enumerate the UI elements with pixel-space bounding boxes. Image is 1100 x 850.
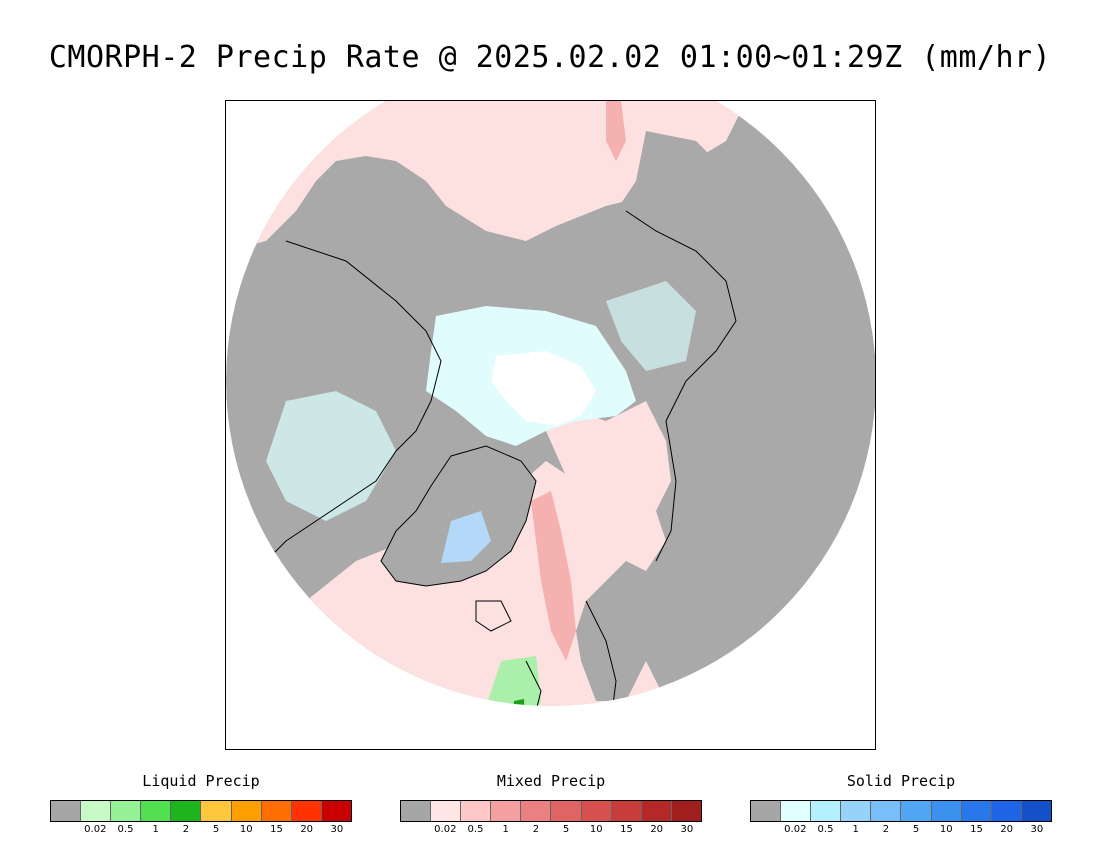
- legend-tick-label: 0.02: [84, 824, 107, 835]
- legend-tick-label: 20: [300, 824, 314, 835]
- pole-white-region: [491, 351, 596, 426]
- mixed-precip-moderate-streak-2: [606, 101, 626, 161]
- legend-swatch: [811, 801, 842, 821]
- legend-swatch: [321, 801, 351, 821]
- liquid-precip-heavy: [381, 693, 406, 706]
- map-panel: [225, 100, 876, 750]
- liquid-precip-light-2: [488, 656, 541, 706]
- legend-tick-label: 15: [970, 824, 983, 835]
- legend-swatch: [431, 801, 462, 821]
- greenland-landmass: [380, 445, 537, 587]
- legend-tick-label: 5: [562, 824, 570, 835]
- chukotka-landmass: [616, 131, 726, 211]
- legend-tick-label: 2: [532, 824, 540, 835]
- legend-tick-label: 20: [1000, 824, 1014, 835]
- legend-swatch: [581, 801, 612, 821]
- alaska-landmass: [336, 161, 436, 241]
- legend-swatch: [491, 801, 522, 821]
- legend-swatch: [401, 801, 432, 821]
- liquid-precip-light: [346, 681, 456, 706]
- page-title: CMORPH-2 Precip Rate @ 2025.02.02 01:00~…: [48, 40, 1052, 75]
- legend-swatch: [171, 801, 202, 821]
- legend-tick-label: 30: [330, 824, 344, 835]
- legend-tick-label: 0.5: [467, 824, 484, 835]
- coastlines: [255, 210, 737, 706]
- legend-color-bar: [50, 800, 352, 822]
- mixed-precip-barents: [606, 401, 671, 511]
- legend-title: Mixed Precip: [496, 772, 606, 790]
- legend-tick-label: 15: [620, 824, 633, 835]
- legend-color-bar: [750, 800, 1052, 822]
- legend-tick-label: 30: [680, 824, 694, 835]
- legend-liquid: Liquid Precip 0.02 0.5 1 2 5 10 15 20 30: [50, 772, 352, 838]
- legend-tick-label: 0.5: [817, 824, 834, 835]
- legend-swatch: [781, 801, 812, 821]
- legend-tick-label: 20: [650, 824, 664, 835]
- legend-swatch: [291, 801, 322, 821]
- legend-swatch: [931, 801, 962, 821]
- legend-tick-label: 1: [502, 824, 509, 835]
- legend-tick-label: 0.5: [117, 824, 134, 835]
- legend-swatch: [51, 801, 82, 821]
- legend-tick-label: 2: [182, 824, 190, 835]
- legend-tick-label: 5: [212, 824, 220, 835]
- mixed-precip-moderate-streak: [531, 491, 576, 661]
- legend-tick-label: 1: [152, 824, 159, 835]
- legend-tick-label: 10: [939, 824, 953, 835]
- legend-ticks: 0.02 0.5 1 2 5 10 15 20 30: [750, 824, 1052, 838]
- legend-solid: Solid Precip 0.02 0.5 1 2 5 10 15 20 30: [750, 772, 1052, 838]
- legend-swatch: [141, 801, 172, 821]
- legend-tick-label: 2: [882, 824, 890, 835]
- legend-swatch: [611, 801, 642, 821]
- legend-swatch: [231, 801, 262, 821]
- legend-ticks: 0.02 0.5 1 2 5 10 15 20 30: [50, 824, 352, 838]
- legend-swatch: [901, 801, 932, 821]
- scandinavia-landmass: [576, 561, 656, 701]
- solid-precip-siberia: [606, 281, 696, 371]
- legend-swatch: [751, 801, 782, 821]
- legend-swatch: [81, 801, 112, 821]
- legend-swatch: [521, 801, 552, 821]
- solid-precip-canada: [266, 391, 396, 521]
- legend-tick-label: 0.02: [434, 824, 457, 835]
- map-disc: [226, 101, 875, 706]
- legend-title: Solid Precip: [846, 772, 956, 790]
- legend-tick-label: 10: [589, 824, 603, 835]
- legend-ticks: 0.02 0.5 1 2 5 10 15 20 30: [400, 824, 702, 838]
- legend-swatch: [551, 801, 582, 821]
- legend-mixed: Mixed Precip 0.02 0.5 1 2 5 10 15 20 30: [400, 772, 702, 838]
- legend-color-bar: [400, 800, 702, 822]
- legend-tick-label: 15: [270, 824, 283, 835]
- legend-tick-label: 0.02: [784, 824, 807, 835]
- legend-swatch: [201, 801, 232, 821]
- legend-swatch: [641, 801, 672, 821]
- greenland-snow-patch: [441, 511, 491, 563]
- legend-swatch: [261, 801, 292, 821]
- legend-tick-label: 30: [1030, 824, 1044, 835]
- legend-tick-label: 1: [852, 824, 859, 835]
- legend-swatch: [1021, 801, 1051, 821]
- legend-swatch: [111, 801, 142, 821]
- legend-swatch: [991, 801, 1022, 821]
- legend-swatch: [961, 801, 992, 821]
- legend-swatch: [871, 801, 902, 821]
- legend-swatch: [671, 801, 701, 821]
- legend-tick-label: 10: [239, 824, 253, 835]
- legend-swatch: [461, 801, 492, 821]
- legend-tick-label: 5: [912, 824, 920, 835]
- legend-title: Liquid Precip: [142, 772, 260, 790]
- legend-swatch: [841, 801, 872, 821]
- liquid-precip-heavy-2: [512, 699, 526, 706]
- mixed-precip-norwegian-sea: [546, 411, 666, 581]
- polar-precip-map: [226, 101, 875, 706]
